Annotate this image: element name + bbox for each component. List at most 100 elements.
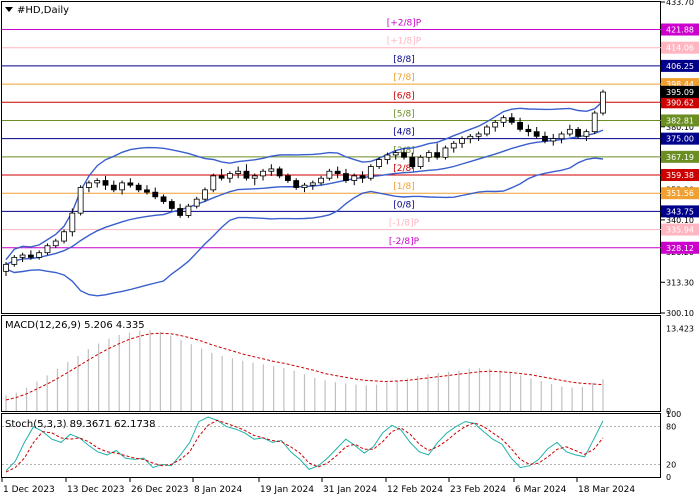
candle-body <box>434 152 441 158</box>
candle-body <box>334 170 341 174</box>
price-tag-text: 406.25 <box>666 62 694 71</box>
price-tag-text: 351.56 <box>666 189 694 198</box>
price-tag-text: 390.62 <box>666 98 694 107</box>
candle-body <box>591 112 598 133</box>
candle-body <box>235 170 242 174</box>
stoch-axis-label: 20 <box>666 460 676 469</box>
candle-body <box>525 128 532 133</box>
candle-body <box>193 198 200 207</box>
stoch-levels <box>2 426 661 465</box>
murrey-label: [6/8] <box>393 91 415 101</box>
murrey-label: [-2/8]P <box>389 237 420 247</box>
murrey-label: [4/8] <box>393 128 415 138</box>
price-tag-text: 367.19 <box>666 153 694 162</box>
murrey-label: [7/8] <box>393 73 415 83</box>
candle-body <box>442 147 449 158</box>
symbol-label: #HD,Daily <box>17 5 69 16</box>
candle-body <box>517 121 523 130</box>
candle-body <box>27 254 34 258</box>
current-price-tag-bg <box>661 85 699 98</box>
candle-body <box>94 180 101 184</box>
price-tick-label: 313.30 <box>666 278 694 287</box>
candle-body <box>376 159 383 167</box>
candle-body <box>243 170 250 179</box>
price-tag-bg <box>661 223 699 236</box>
price-tag-text: 421.88 <box>666 26 694 35</box>
candle-body <box>293 180 300 188</box>
price-panel-frame <box>1 1 661 314</box>
price-tag-bg <box>661 23 699 36</box>
candle-body <box>542 135 548 142</box>
price-tick-label: 300.10 <box>666 309 694 318</box>
candle-body <box>168 201 175 209</box>
bb-upper <box>5 100 604 261</box>
candle-body <box>401 152 407 158</box>
murrey-label: [5/8] <box>393 109 415 119</box>
candle-body <box>450 142 457 149</box>
candle-body <box>459 138 465 144</box>
stoch-label: Stoch(5,3,3) 89.3671 62.1738 <box>5 419 156 430</box>
stoch-main-line <box>5 416 604 472</box>
candle-body <box>326 170 333 179</box>
time-label: 8 Jan 2024 <box>194 485 242 495</box>
price-tag-bg <box>661 169 699 182</box>
candle-body <box>301 184 308 188</box>
candle-body <box>384 154 391 160</box>
macd-panel-frame <box>1 315 661 412</box>
stoch-axis-label: 0 <box>666 473 671 482</box>
candle-body <box>86 182 92 188</box>
candle-body <box>533 131 540 137</box>
candle-body <box>36 252 43 258</box>
candle-body <box>177 208 184 216</box>
candle-body <box>226 173 233 179</box>
stoch-axis-label: 80 <box>666 423 676 432</box>
time-label: 18 Mar 2024 <box>578 485 635 495</box>
candle-body <box>218 175 225 179</box>
candle-body <box>367 166 374 179</box>
price-tag-bg <box>661 96 699 109</box>
time-label: 6 Mar 2024 <box>515 485 567 495</box>
macd-histogram <box>5 330 604 411</box>
candle-body <box>119 182 125 191</box>
macd-signal-path <box>5 332 604 401</box>
candle-body <box>210 175 217 191</box>
macd-signal-line <box>5 332 604 401</box>
price-tag-text: 343.75 <box>666 207 694 216</box>
candle-body <box>417 156 424 167</box>
candle-body <box>285 175 291 181</box>
candle-body <box>575 128 582 137</box>
time-label: 26 Dec 2023 <box>131 485 189 495</box>
murrey-price-tags: 421.88 414.06 406.25 398.44 390.62 382.81 375.… <box>661 23 699 254</box>
candle-body <box>144 189 150 193</box>
candle-body <box>202 189 208 200</box>
murrey-label: [0/8] <box>393 200 415 210</box>
candle-body <box>260 170 266 177</box>
candle-body <box>558 133 565 140</box>
bollinger-bands <box>5 100 604 297</box>
price-tag-text: 398.44 <box>666 80 694 89</box>
price-tag-text: 375.00 <box>666 135 694 144</box>
candlesticks[interactable] <box>3 89 606 276</box>
triangle-down-icon[interactable] <box>5 7 13 12</box>
candle-body <box>11 256 18 265</box>
time-label: 1 Dec 2023 <box>3 485 55 495</box>
price-tag-bg <box>661 59 699 72</box>
stoch-panel-frame <box>1 413 661 478</box>
candle-body <box>583 131 590 137</box>
price-tag-text: 335.94 <box>666 226 694 235</box>
murrey-label: [8/8] <box>393 55 415 65</box>
symbol-header[interactable]: #HD,Daily <box>5 5 69 16</box>
price-tag-bg <box>661 241 699 254</box>
murrey-labels: [+2/8]P [+1/8]P [8/8] [7/8] [6/8] [5/8] [4/8] [… <box>387 19 422 247</box>
murrey-label: [+1/8]P <box>387 37 422 47</box>
time-label: 23 Feb 2024 <box>450 485 506 495</box>
price-tag-bg <box>661 205 699 218</box>
macd-label: MACD(12,26,9) 5.206 4.335 <box>5 320 145 331</box>
candle-body <box>318 177 324 184</box>
candle-body <box>19 254 26 258</box>
candle-body <box>3 263 9 272</box>
macd-axis-label: 0 <box>666 407 671 416</box>
bb-lower <box>5 157 604 297</box>
